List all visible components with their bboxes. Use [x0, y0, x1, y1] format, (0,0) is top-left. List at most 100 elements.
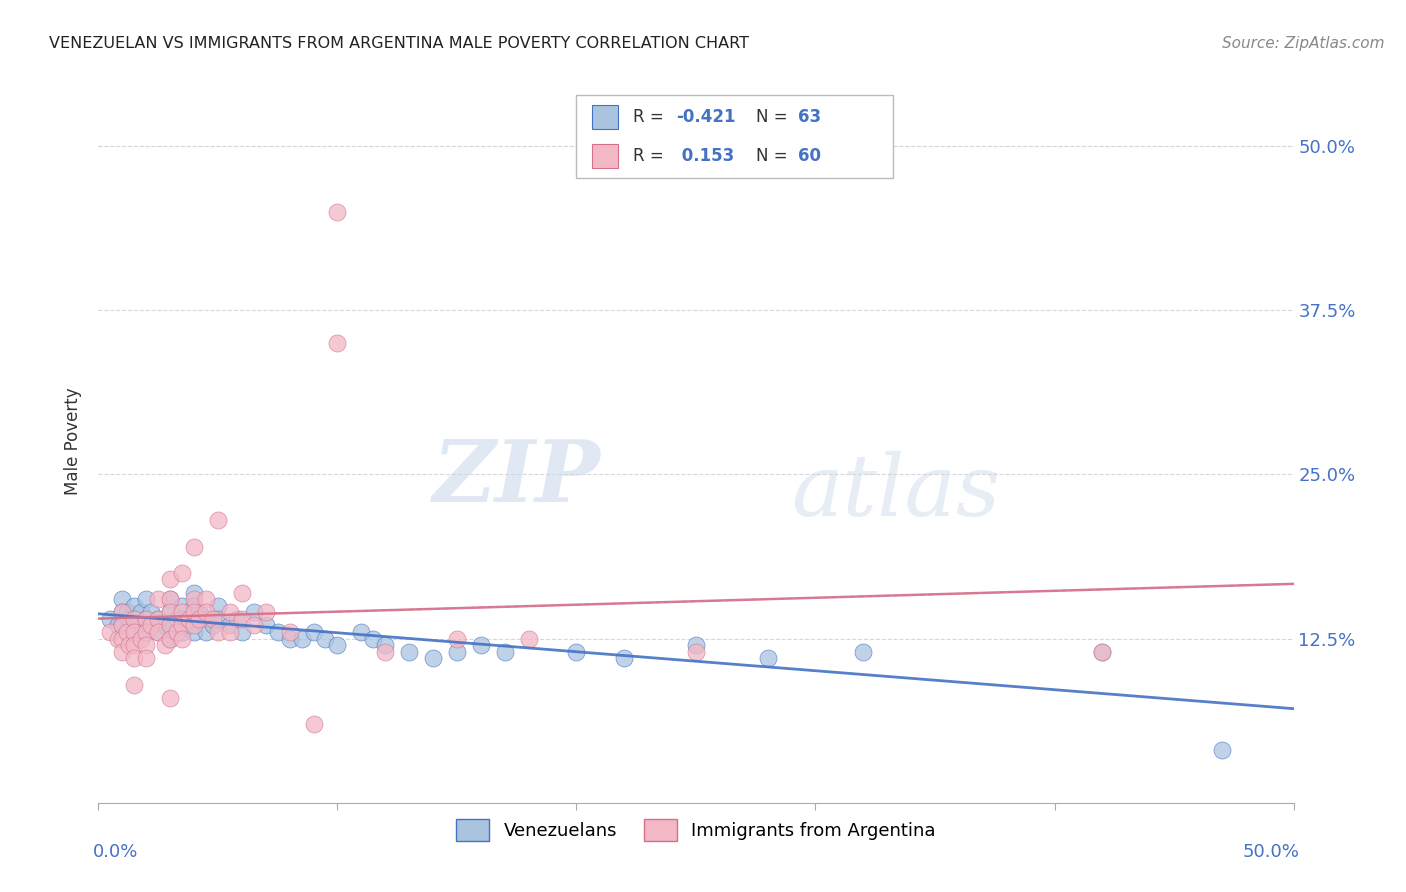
Point	[118, 612, 141, 626]
Point	[172, 625, 194, 640]
FancyBboxPatch shape	[592, 104, 619, 128]
Text: N =: N =	[756, 109, 793, 127]
Point	[172, 599, 194, 613]
Point	[124, 625, 146, 640]
Point	[111, 605, 134, 619]
Point	[172, 605, 194, 619]
Point	[172, 612, 194, 626]
Point	[183, 625, 205, 640]
Point	[183, 605, 205, 619]
Text: -0.421: -0.421	[676, 109, 735, 127]
Point	[111, 618, 134, 632]
Text: N =: N =	[756, 147, 793, 165]
Point	[135, 651, 157, 665]
FancyBboxPatch shape	[576, 95, 893, 178]
Text: R =: R =	[633, 147, 669, 165]
Point	[267, 625, 290, 640]
Point	[446, 632, 468, 646]
Point	[326, 638, 349, 652]
Point	[685, 645, 707, 659]
Point	[135, 612, 157, 626]
Text: atlas: atlas	[792, 450, 1001, 533]
Point	[179, 612, 201, 626]
Point	[124, 625, 146, 640]
Point	[231, 585, 253, 599]
Point	[98, 612, 122, 626]
Point	[124, 651, 146, 665]
Point	[494, 645, 516, 659]
Point	[124, 638, 146, 652]
Point	[172, 618, 194, 632]
Point	[131, 605, 153, 619]
Point	[159, 605, 181, 619]
Point	[159, 618, 181, 632]
Point	[243, 618, 266, 632]
Text: ZIP: ZIP	[433, 436, 600, 519]
Point	[231, 625, 253, 640]
Point	[172, 566, 194, 580]
Point	[187, 605, 209, 619]
Point	[159, 592, 181, 607]
Point	[231, 612, 253, 626]
Text: 0.153: 0.153	[676, 147, 734, 165]
Point	[195, 612, 218, 626]
Point	[852, 645, 875, 659]
Point	[111, 618, 134, 632]
Point	[111, 645, 134, 659]
Text: 60: 60	[797, 147, 821, 165]
Point	[470, 638, 492, 652]
Point	[1091, 645, 1114, 659]
Point	[446, 645, 468, 659]
Point	[202, 612, 225, 626]
Point	[1091, 645, 1114, 659]
Point	[685, 638, 707, 652]
Point	[363, 632, 385, 646]
Point	[183, 592, 205, 607]
Point	[207, 599, 229, 613]
Point	[291, 632, 314, 646]
Point	[254, 618, 277, 632]
Point	[350, 625, 373, 640]
Point	[183, 585, 205, 599]
Legend: Venezuelans, Immigrants from Argentina: Venezuelans, Immigrants from Argentina	[450, 812, 942, 848]
Point	[374, 645, 396, 659]
Point	[159, 690, 181, 705]
Point	[195, 592, 218, 607]
Point	[159, 632, 181, 646]
Point	[195, 605, 218, 619]
Text: VENEZUELAN VS IMMIGRANTS FROM ARGENTINA MALE POVERTY CORRELATION CHART: VENEZUELAN VS IMMIGRANTS FROM ARGENTINA …	[49, 36, 749, 51]
Point	[219, 618, 242, 632]
Point	[111, 592, 134, 607]
Point	[118, 638, 141, 652]
Point	[135, 625, 157, 640]
Point	[124, 599, 146, 613]
Point	[756, 651, 779, 665]
Point	[315, 632, 337, 646]
Point	[166, 612, 188, 626]
Point	[107, 632, 129, 646]
Point	[107, 618, 129, 632]
Point	[226, 612, 249, 626]
Point	[565, 645, 588, 659]
Point	[135, 625, 157, 640]
Point	[207, 513, 229, 527]
Point	[131, 632, 153, 646]
Text: R =: R =	[633, 109, 669, 127]
Point	[613, 651, 636, 665]
Point	[135, 638, 157, 652]
Point	[195, 625, 218, 640]
Point	[302, 625, 325, 640]
Point	[115, 605, 138, 619]
Text: Source: ZipAtlas.com: Source: ZipAtlas.com	[1222, 36, 1385, 51]
Point	[302, 717, 325, 731]
Point	[243, 605, 266, 619]
Point	[278, 632, 301, 646]
Point	[148, 612, 170, 626]
Point	[139, 605, 162, 619]
Point	[172, 632, 194, 646]
Point	[159, 605, 181, 619]
Point	[159, 618, 181, 632]
Point	[326, 336, 349, 351]
Point	[183, 599, 205, 613]
Point	[135, 592, 157, 607]
